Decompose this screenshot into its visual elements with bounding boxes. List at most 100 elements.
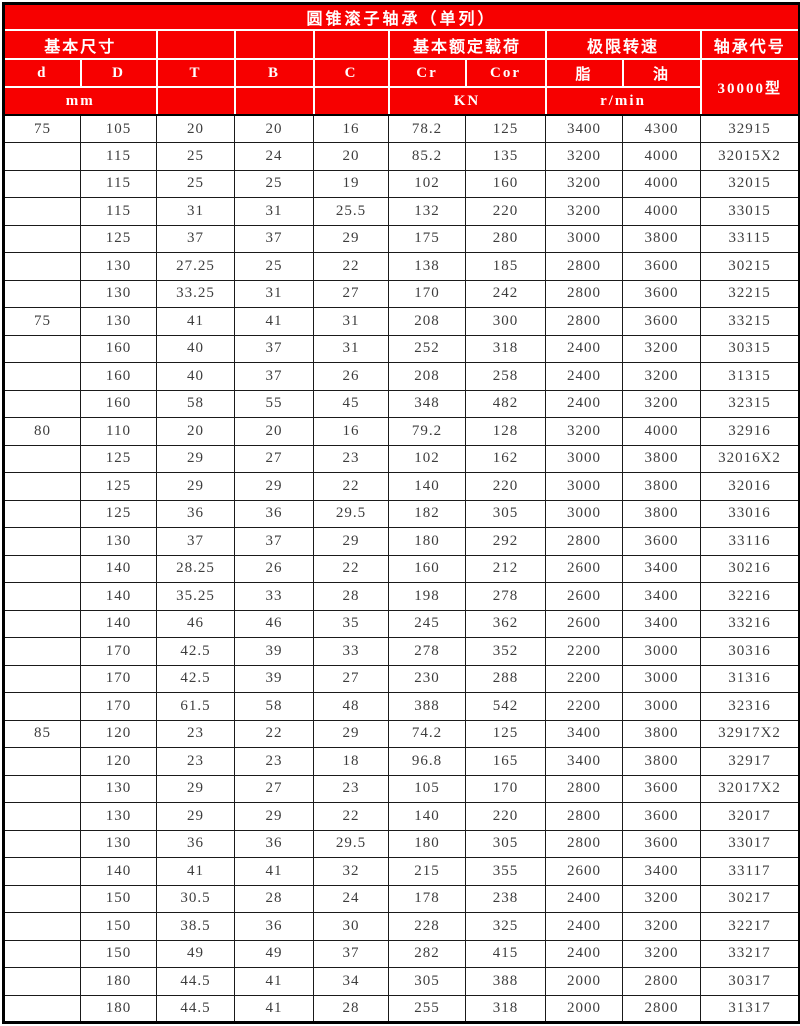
- cell-d: [3, 362, 81, 391]
- cell-B: 20: [234, 114, 314, 143]
- cell-T: 58: [156, 389, 235, 418]
- cell-grease: 3200: [545, 142, 623, 171]
- cell-Cor: 325: [465, 912, 546, 941]
- cell-d: [3, 279, 81, 308]
- cell-B: 23: [234, 747, 314, 776]
- cell-Cr: 252: [388, 334, 466, 363]
- cell-C: 33: [313, 637, 389, 666]
- cell-Cor: 242: [465, 279, 546, 308]
- cell-D: 125: [80, 499, 157, 528]
- unit-empty-B: [233, 86, 315, 116]
- cell-D: 140: [80, 857, 157, 886]
- cell-code: 33215: [699, 307, 800, 336]
- cell-T: 29: [156, 774, 235, 803]
- cell-code: 32016X2: [699, 444, 800, 473]
- cell-oil: 3200: [622, 389, 701, 418]
- cell-Cor: 280: [465, 224, 546, 253]
- cell-B: 25: [234, 252, 314, 281]
- cell-C: 25.5: [313, 197, 389, 226]
- cell-Cr: 182: [388, 499, 466, 528]
- col-header-T: T: [155, 58, 236, 88]
- cell-D: 150: [80, 884, 157, 913]
- cell-oil: 3800: [622, 472, 701, 501]
- cell-d: [3, 499, 81, 528]
- cell-D: 170: [80, 637, 157, 666]
- cell-B: 55: [234, 389, 314, 418]
- cell-T: 25: [156, 169, 235, 198]
- cell-T: 29: [156, 472, 235, 501]
- cell-code: 33017: [699, 829, 800, 858]
- cell-grease: 3000: [545, 472, 623, 501]
- cell-Cor: 305: [465, 829, 546, 858]
- table-row: 140 28.25 26 22 160 212 2600 3400 30216: [3, 554, 800, 583]
- cell-grease: 2800: [545, 774, 623, 803]
- cell-D: 130: [80, 527, 157, 556]
- cell-oil: 3600: [622, 527, 701, 556]
- cell-grease: 2800: [545, 279, 623, 308]
- cell-code: 33117: [699, 857, 800, 886]
- cell-oil: 4000: [622, 142, 701, 171]
- cell-d: [3, 802, 81, 831]
- cell-D: 125: [80, 472, 157, 501]
- cell-B: 29: [234, 472, 314, 501]
- cell-Cr: 96.8: [388, 747, 466, 776]
- cell-Cr: 178: [388, 884, 466, 913]
- cell-C: 27: [313, 279, 389, 308]
- cell-Cor: 482: [465, 389, 546, 418]
- cell-T: 28.25: [156, 554, 235, 583]
- cell-grease: 2600: [545, 609, 623, 638]
- cell-grease: 3200: [545, 197, 623, 226]
- cell-code: 33115: [699, 224, 800, 253]
- cell-T: 20: [156, 417, 235, 446]
- cell-T: 29: [156, 444, 235, 473]
- cell-B: 58: [234, 692, 314, 721]
- cell-code: 31315: [699, 362, 800, 391]
- cell-Cor: 318: [465, 994, 546, 1023]
- col-header-B: B: [233, 58, 315, 88]
- cell-d: [3, 582, 81, 611]
- cell-Cr: 230: [388, 664, 466, 693]
- cell-grease: 2200: [545, 664, 623, 693]
- cell-oil: 4000: [622, 417, 701, 446]
- cell-oil: 3600: [622, 252, 701, 281]
- cell-Cor: 258: [465, 362, 546, 391]
- cell-Cr: 208: [388, 307, 466, 336]
- cell-Cor: 388: [465, 967, 546, 996]
- cell-Cr: 282: [388, 939, 466, 968]
- table-row: 120 23 23 18 96.8 165 3400 3800 32917: [3, 747, 800, 776]
- cell-grease: 2400: [545, 334, 623, 363]
- cell-Cr: 138: [388, 252, 466, 281]
- cell-grease: 3000: [545, 224, 623, 253]
- cell-D: 130: [80, 774, 157, 803]
- table-row: 160 40 37 31 252 318 2400 3200 30315: [3, 334, 800, 363]
- cell-Cor: 292: [465, 527, 546, 556]
- cell-T: 29: [156, 802, 235, 831]
- cell-T: 23: [156, 747, 235, 776]
- cell-grease: 2000: [545, 994, 623, 1023]
- cell-C: 45: [313, 389, 389, 418]
- table-row: 150 38.5 36 30 228 325 2400 3200 32217: [3, 912, 800, 941]
- cell-Cr: 170: [388, 279, 466, 308]
- cell-d: [3, 169, 81, 198]
- cell-B: 37: [234, 362, 314, 391]
- table-row: 130 33.25 31 27 170 242 2800 3600 32215: [3, 279, 800, 308]
- cell-d: [3, 857, 81, 886]
- table-row: 125 36 36 29.5 182 305 3000 3800 33016: [3, 499, 800, 528]
- cell-Cor: 170: [465, 774, 546, 803]
- cell-Cr: 278: [388, 637, 466, 666]
- cell-grease: 3400: [545, 719, 623, 748]
- cell-T: 30.5: [156, 884, 235, 913]
- cell-B: 33: [234, 582, 314, 611]
- cell-oil: 4000: [622, 197, 701, 226]
- cell-Cr: 85.2: [388, 142, 466, 171]
- cell-B: 41: [234, 857, 314, 886]
- cell-Cor: 220: [465, 802, 546, 831]
- cell-B: 46: [234, 609, 314, 638]
- group-basic-dimensions: 基本尺寸: [2, 29, 158, 60]
- col-header-code-type: 30000型: [699, 58, 800, 116]
- cell-grease: 3400: [545, 747, 623, 776]
- cell-Cor: 128: [465, 417, 546, 446]
- cell-T: 33.25: [156, 279, 235, 308]
- cell-d: [3, 142, 81, 171]
